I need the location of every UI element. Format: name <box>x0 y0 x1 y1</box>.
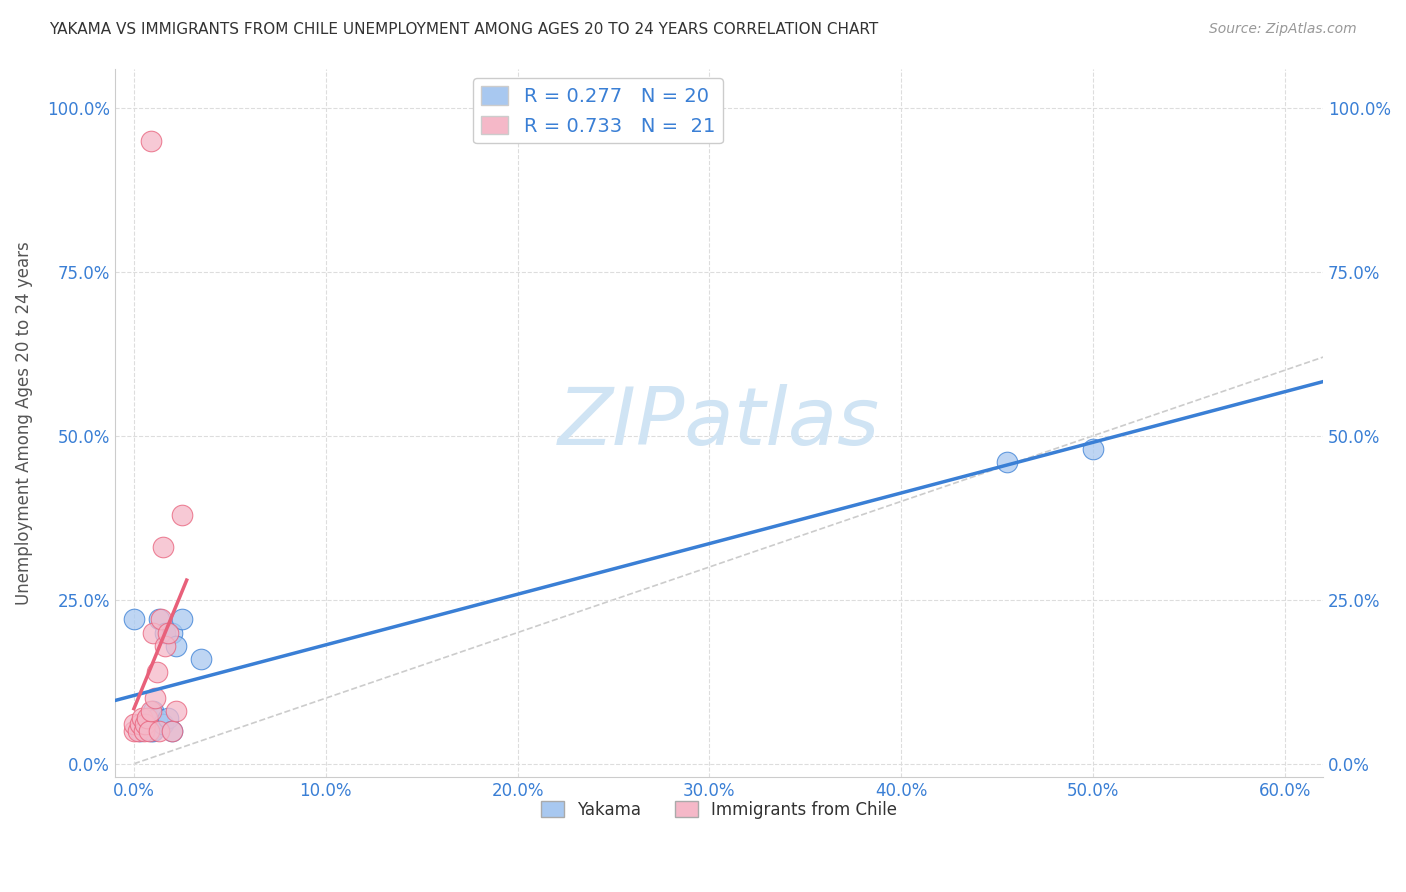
Point <box>122 717 145 731</box>
Point <box>148 723 170 738</box>
Point <box>157 625 180 640</box>
Point <box>134 717 156 731</box>
Point <box>142 723 165 738</box>
Point <box>149 612 172 626</box>
Point <box>141 723 163 738</box>
Point <box>165 639 187 653</box>
Point <box>128 717 150 731</box>
Point <box>170 612 193 626</box>
Point <box>153 639 176 653</box>
Point <box>122 612 145 626</box>
Point <box>162 625 184 640</box>
Y-axis label: Unemployment Among Ages 20 to 24 years: Unemployment Among Ages 20 to 24 years <box>15 241 32 605</box>
Text: ZIPatlas: ZIPatlas <box>558 384 880 462</box>
Point <box>143 691 166 706</box>
Point <box>1081 442 1104 456</box>
Point <box>142 704 165 718</box>
Point <box>157 711 180 725</box>
Point <box>162 723 184 738</box>
Point <box>148 612 170 626</box>
Text: Source: ZipAtlas.com: Source: ZipAtlas.com <box>1209 22 1357 37</box>
Point <box>146 711 169 725</box>
Point <box>152 541 174 555</box>
Point <box>122 723 145 738</box>
Point <box>136 717 159 731</box>
Point <box>138 723 160 738</box>
Point <box>128 723 150 738</box>
Point <box>127 723 149 738</box>
Point <box>141 134 163 148</box>
Point <box>152 717 174 731</box>
Point <box>170 508 193 522</box>
Point <box>165 704 187 718</box>
Point <box>141 704 163 718</box>
Point <box>190 652 212 666</box>
Point <box>153 625 176 640</box>
Point <box>132 723 155 738</box>
Point <box>136 711 159 725</box>
Point <box>132 717 155 731</box>
Point <box>142 625 165 640</box>
Point <box>138 711 160 725</box>
Text: YAKAMA VS IMMIGRANTS FROM CHILE UNEMPLOYMENT AMONG AGES 20 TO 24 YEARS CORRELATI: YAKAMA VS IMMIGRANTS FROM CHILE UNEMPLOY… <box>49 22 879 37</box>
Point <box>162 723 184 738</box>
Point <box>146 665 169 679</box>
Point <box>995 455 1018 469</box>
Legend: Yakama, Immigrants from Chile: Yakama, Immigrants from Chile <box>534 794 904 825</box>
Point <box>131 711 153 725</box>
